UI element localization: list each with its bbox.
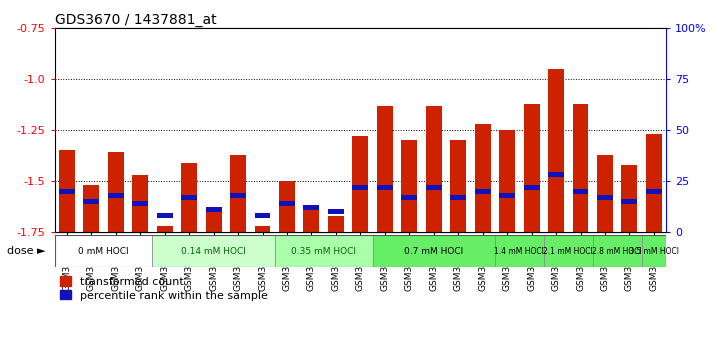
Bar — [274, 235, 373, 267]
Bar — [230, 193, 246, 198]
Bar — [157, 213, 173, 218]
Bar — [597, 195, 613, 200]
Bar — [279, 181, 295, 232]
Bar — [83, 185, 99, 232]
Bar — [499, 130, 515, 232]
Bar — [548, 172, 564, 177]
Bar — [523, 184, 539, 190]
Bar — [83, 199, 99, 204]
Bar — [157, 226, 173, 232]
Bar — [55, 235, 152, 267]
Bar — [572, 189, 588, 194]
Bar — [230, 154, 246, 232]
Bar — [401, 195, 417, 200]
Text: GDS3670 / 1437881_at: GDS3670 / 1437881_at — [55, 13, 216, 27]
Bar — [523, 104, 539, 232]
Text: 2.1 mM HOCl: 2.1 mM HOCl — [543, 247, 593, 256]
Legend: transformed count, percentile rank within the sample: transformed count, percentile rank withi… — [60, 276, 268, 301]
Text: 1.4 mM HOCl: 1.4 mM HOCl — [494, 247, 545, 256]
Bar — [499, 193, 515, 198]
Bar — [377, 184, 393, 190]
Text: 0.35 mM HOCl: 0.35 mM HOCl — [291, 247, 356, 256]
Bar — [132, 175, 149, 232]
Bar — [646, 134, 662, 232]
Bar — [279, 201, 295, 206]
Bar — [205, 207, 221, 212]
Bar — [495, 235, 544, 267]
Bar — [108, 153, 124, 232]
Text: 0.7 mM HOCl: 0.7 mM HOCl — [404, 247, 463, 256]
Text: 0 mM HOCl: 0 mM HOCl — [78, 247, 129, 256]
Bar — [450, 140, 466, 232]
Bar — [132, 201, 149, 206]
Bar — [622, 165, 638, 232]
Text: 0.14 mM HOCl: 0.14 mM HOCl — [181, 247, 246, 256]
Bar — [304, 205, 320, 210]
Bar — [572, 104, 588, 232]
Text: 3.5 mM HOCl: 3.5 mM HOCl — [629, 247, 679, 256]
Bar — [475, 124, 491, 232]
Bar — [450, 195, 466, 200]
Bar — [108, 193, 124, 198]
Bar — [646, 189, 662, 194]
Bar — [255, 226, 271, 232]
Bar — [597, 154, 613, 232]
Bar — [205, 210, 221, 232]
Bar — [475, 189, 491, 194]
Bar — [377, 105, 393, 232]
Text: 2.8 mM HOCl: 2.8 mM HOCl — [593, 247, 642, 256]
Bar — [352, 184, 368, 190]
Bar — [548, 69, 564, 232]
Bar — [59, 150, 75, 232]
Bar — [328, 209, 344, 214]
Bar — [352, 136, 368, 232]
Bar — [622, 199, 638, 204]
Bar — [328, 216, 344, 232]
Bar — [641, 235, 666, 267]
Bar — [373, 235, 495, 267]
Bar — [152, 235, 274, 267]
Bar — [181, 195, 197, 200]
Bar — [255, 213, 271, 218]
Bar — [304, 207, 320, 232]
Bar — [593, 235, 641, 267]
Bar — [426, 184, 442, 190]
Text: dose ►: dose ► — [7, 246, 46, 256]
Bar — [59, 189, 75, 194]
Bar — [544, 235, 593, 267]
Bar — [426, 105, 442, 232]
Bar — [181, 162, 197, 232]
Bar — [401, 140, 417, 232]
